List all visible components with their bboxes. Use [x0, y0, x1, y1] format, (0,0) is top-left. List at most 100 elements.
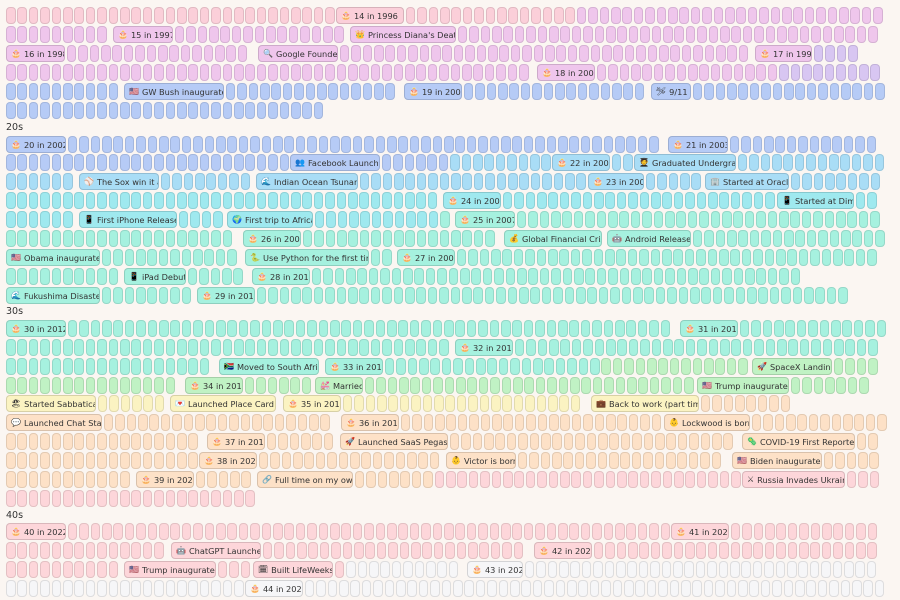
- week-cell[interactable]: [776, 542, 786, 559]
- week-cell[interactable]: [281, 452, 292, 469]
- week-cell[interactable]: [628, 414, 639, 431]
- week-cell[interactable]: [673, 249, 683, 266]
- week-cell[interactable]: [525, 249, 535, 266]
- week-cell[interactable]: [6, 154, 16, 171]
- week-cell[interactable]: [741, 136, 751, 153]
- week-cell[interactable]: [462, 64, 472, 81]
- week-cell[interactable]: [417, 211, 427, 228]
- week-cell[interactable]: [507, 64, 518, 81]
- week-cell[interactable]: [747, 7, 758, 24]
- week-cell[interactable]: [741, 249, 752, 266]
- week-cell[interactable]: [409, 136, 420, 153]
- week-cell[interactable]: [513, 542, 524, 559]
- week-cell[interactable]: [193, 249, 203, 266]
- week-cell[interactable]: [668, 173, 679, 190]
- week-cell[interactable]: [199, 580, 210, 597]
- week-cell[interactable]: [400, 414, 411, 431]
- week-cell[interactable]: [138, 414, 148, 431]
- week-cell[interactable]: [855, 561, 865, 578]
- week-cell[interactable]: [352, 523, 363, 540]
- week-cell[interactable]: [658, 358, 668, 375]
- week-cell[interactable]: [199, 358, 210, 375]
- week-cell[interactable]: [268, 192, 278, 209]
- week-cell[interactable]: [154, 230, 164, 247]
- week-cell[interactable]: [143, 395, 153, 412]
- week-cell[interactable]: [453, 580, 463, 597]
- week-cell[interactable]: [461, 433, 471, 450]
- week-cell[interactable]: [17, 542, 27, 559]
- week-cell[interactable]: [28, 471, 39, 488]
- week-cell[interactable]: [120, 580, 130, 597]
- week-cell[interactable]: [102, 320, 112, 337]
- week-cell[interactable]: [832, 561, 843, 578]
- week-cell[interactable]: [577, 83, 588, 100]
- week-cell[interactable]: [158, 45, 168, 62]
- week-cell[interactable]: [154, 433, 164, 450]
- week-cell[interactable]: [85, 102, 96, 119]
- week-cell[interactable]: [131, 230, 141, 247]
- week-cell[interactable]: [630, 211, 641, 228]
- week-cell[interactable]: [793, 7, 803, 24]
- week-cell[interactable]: [797, 414, 807, 431]
- week-cell[interactable]: [559, 561, 569, 578]
- week-cell[interactable]: [609, 452, 619, 469]
- week-cell[interactable]: [767, 64, 778, 81]
- week-cell[interactable]: [85, 7, 96, 24]
- week-cell[interactable]: [526, 26, 536, 43]
- week-cell[interactable]: [17, 192, 27, 209]
- week-cell[interactable]: [419, 358, 429, 375]
- week-cell[interactable]: [199, 64, 210, 81]
- week-cell[interactable]: [382, 64, 392, 81]
- week-cell[interactable]: [514, 414, 525, 431]
- week-cell[interactable]: [263, 414, 273, 431]
- week-cell[interactable]: [211, 580, 221, 597]
- week-cell[interactable]: [520, 83, 531, 100]
- week-cell[interactable]: [510, 580, 520, 597]
- week-cell[interactable]: [583, 339, 593, 356]
- week-cell[interactable]: [760, 580, 771, 597]
- week-cell[interactable]: [387, 377, 398, 394]
- week-cell[interactable]: [462, 230, 472, 247]
- week-cell[interactable]: [394, 173, 404, 190]
- week-cell[interactable]: [753, 192, 764, 209]
- week-cell[interactable]: [40, 102, 50, 119]
- week-cell[interactable]: [696, 542, 706, 559]
- week-cell[interactable]: [521, 580, 531, 597]
- week-cell[interactable]: [207, 471, 217, 488]
- week-cell[interactable]: [457, 471, 467, 488]
- week-cell[interactable]: [730, 192, 741, 209]
- week-cell[interactable]: [108, 471, 119, 488]
- week-cell[interactable]: [645, 173, 656, 190]
- week-cell[interactable]: [245, 102, 255, 119]
- week-cell[interactable]: [653, 211, 664, 228]
- week-cell[interactable]: [615, 523, 625, 540]
- week-cell[interactable]: [842, 320, 852, 337]
- week-cell[interactable]: [314, 230, 324, 247]
- week-cell[interactable]: [40, 173, 50, 190]
- week-cell[interactable]: [268, 102, 278, 119]
- week-cell[interactable]: [836, 45, 847, 62]
- event-pill[interactable]: 🎂 20 in 2002: [6, 136, 66, 153]
- week-cell[interactable]: [181, 136, 192, 153]
- week-cell[interactable]: [361, 452, 371, 469]
- week-cell[interactable]: [570, 249, 581, 266]
- event-pill[interactable]: 🇿🇦 Moved to South Africa: [219, 358, 319, 375]
- week-cell[interactable]: [199, 192, 210, 209]
- week-cell[interactable]: [590, 358, 600, 375]
- week-cell[interactable]: [767, 211, 778, 228]
- week-cell[interactable]: [471, 268, 481, 285]
- week-cell[interactable]: [209, 26, 219, 43]
- event-pill[interactable]: 🎂 16 in 1998: [6, 45, 65, 62]
- week-cell[interactable]: [617, 414, 627, 431]
- week-cell[interactable]: [278, 433, 288, 450]
- week-cell[interactable]: [142, 358, 153, 375]
- week-cell[interactable]: [759, 7, 769, 24]
- event-pill[interactable]: 🎂 33 in 2015: [325, 358, 383, 375]
- week-cell[interactable]: [524, 561, 535, 578]
- week-cell[interactable]: [17, 358, 27, 375]
- week-cell[interactable]: [311, 26, 322, 43]
- week-cell[interactable]: [405, 339, 415, 356]
- week-cell[interactable]: [260, 83, 270, 100]
- week-cell[interactable]: [142, 154, 153, 171]
- week-cell[interactable]: [85, 561, 96, 578]
